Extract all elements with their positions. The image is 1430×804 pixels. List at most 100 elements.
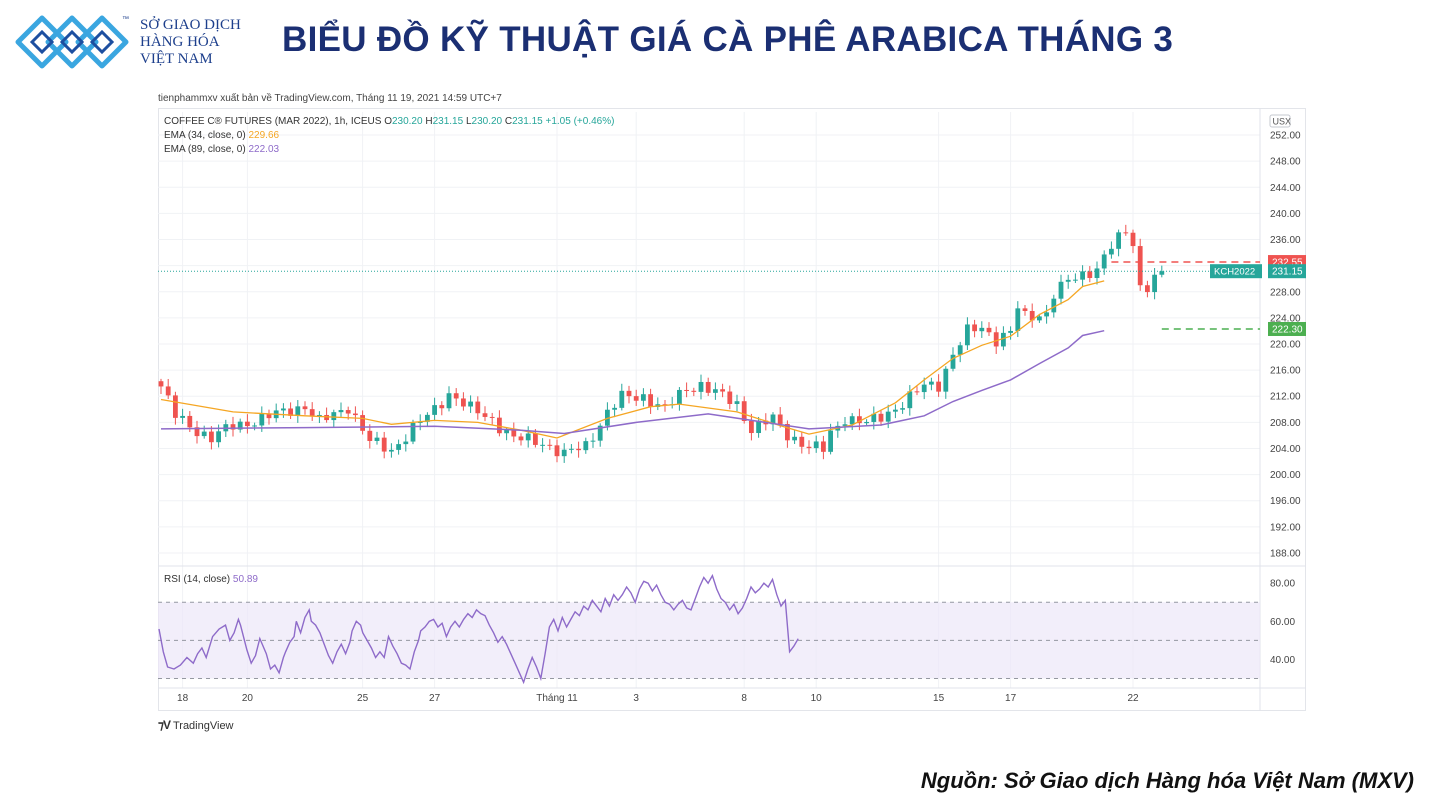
candle (252, 425, 257, 427)
candle (237, 421, 243, 430)
rsi-legend-label: RSI (14, close) (164, 574, 233, 585)
candle (857, 416, 862, 424)
candle (777, 414, 783, 424)
candle (525, 433, 531, 441)
x-tick-label: 25 (357, 693, 369, 704)
candle (295, 406, 301, 416)
candle (749, 420, 754, 434)
candle (1145, 285, 1150, 293)
publisher-line: tienphammxv xuất bản về TradingView.com,… (158, 93, 502, 104)
candle (281, 408, 286, 411)
indicator-label: EMA (34, close, 0) (164, 130, 248, 141)
candle (266, 413, 272, 419)
candle (813, 441, 819, 449)
candle (576, 448, 581, 451)
rsi-tick-label: 40.00 (1270, 655, 1295, 666)
candle (713, 389, 718, 393)
candle (317, 414, 322, 416)
last-price-tag-label: 231.15 (1272, 267, 1303, 278)
candle (691, 390, 697, 392)
candle (1137, 246, 1143, 286)
candle (554, 445, 560, 457)
logo-line-2: HÀNG HÓA (140, 34, 220, 50)
candle (698, 381, 704, 392)
candle (1037, 316, 1042, 321)
x-tick-label: 18 (177, 693, 189, 704)
candle (1101, 254, 1107, 269)
logo-text: SỞ GIAO DỊCH HÀNG HÓA VIỆT NAM (140, 17, 241, 68)
candle (201, 431, 207, 437)
candle (1051, 298, 1057, 313)
candle (1015, 308, 1021, 331)
candle (489, 416, 495, 418)
symbol-tag-label: KCH2022 (1214, 267, 1255, 278)
y-tick-label: 196.00 (1270, 496, 1301, 507)
candle (849, 416, 855, 425)
candle (1044, 312, 1049, 317)
candle (590, 440, 596, 442)
candle (626, 390, 632, 397)
legend-part: 231.15 (433, 116, 466, 127)
y-tick-label: 220.00 (1270, 340, 1301, 351)
candle (1159, 271, 1165, 275)
candle (475, 401, 481, 414)
candle (1001, 332, 1006, 347)
candle (245, 421, 250, 427)
candle (965, 324, 970, 346)
candle (741, 401, 747, 421)
legend-part: 231.15 (512, 116, 545, 127)
y-tick-label: 248.00 (1270, 157, 1301, 168)
chart-frame (158, 108, 1306, 711)
candle (338, 410, 344, 413)
candle (950, 354, 956, 369)
candle (619, 390, 625, 408)
candle (986, 327, 992, 333)
candle (482, 413, 488, 417)
y-tick-label: 228.00 (1270, 287, 1301, 298)
last-price-tag (1268, 264, 1306, 279)
logo: ™ SỞ GIAO DỊCH HÀNG HÓA VIỆT NAM (14, 14, 254, 70)
currency-label: USX (1273, 117, 1292, 127)
rsi-legend-value: 50.89 (233, 574, 258, 585)
x-tick-label: 10 (811, 693, 823, 704)
price-chart[interactable]: 252.00248.00244.00240.00236.00232.00228.… (158, 108, 1306, 711)
candle (504, 430, 509, 434)
candle (468, 401, 473, 407)
logo-mark-icon (15, 15, 129, 69)
candle (705, 381, 711, 393)
candle (453, 393, 459, 399)
candle (1152, 274, 1157, 293)
legend-part: 230.20 (472, 116, 505, 127)
candle (353, 413, 358, 416)
candle (828, 430, 833, 452)
candle (943, 368, 949, 392)
rsi-tick-label: 60.00 (1270, 617, 1295, 628)
candle (1073, 279, 1078, 281)
resistance-tag-label: 232.55 (1272, 258, 1303, 269)
candle (381, 437, 387, 452)
ema89-line (160, 329, 1105, 435)
source-note: Nguồn: Sở Giao dịch Hàng hóa Việt Nam (M… (920, 768, 1414, 793)
candle (259, 413, 265, 426)
candle (1029, 310, 1035, 321)
tradingview-logo: ⁊V TradingView (158, 718, 234, 732)
candle (561, 449, 567, 457)
candle (929, 381, 934, 385)
candle (345, 410, 351, 414)
candle (158, 381, 164, 387)
page-title: BIỂU ĐỒ KỸ THUẬT GIÁ CÀ PHÊ ARABICA THÁN… (282, 20, 1174, 59)
candle (727, 391, 733, 404)
candle (885, 411, 891, 422)
candle (993, 332, 999, 347)
candle (569, 448, 574, 450)
candle (770, 414, 776, 425)
x-tick-label: Tháng 11 (536, 693, 578, 704)
candle (432, 405, 437, 415)
tradingview-icon: ⁊V (158, 718, 171, 732)
symbol-tag (1210, 264, 1262, 279)
y-tick-label: 224.00 (1270, 313, 1301, 324)
candle (914, 391, 920, 393)
candle (417, 421, 423, 423)
x-tick-label: 17 (1005, 693, 1017, 704)
candle (374, 437, 380, 441)
